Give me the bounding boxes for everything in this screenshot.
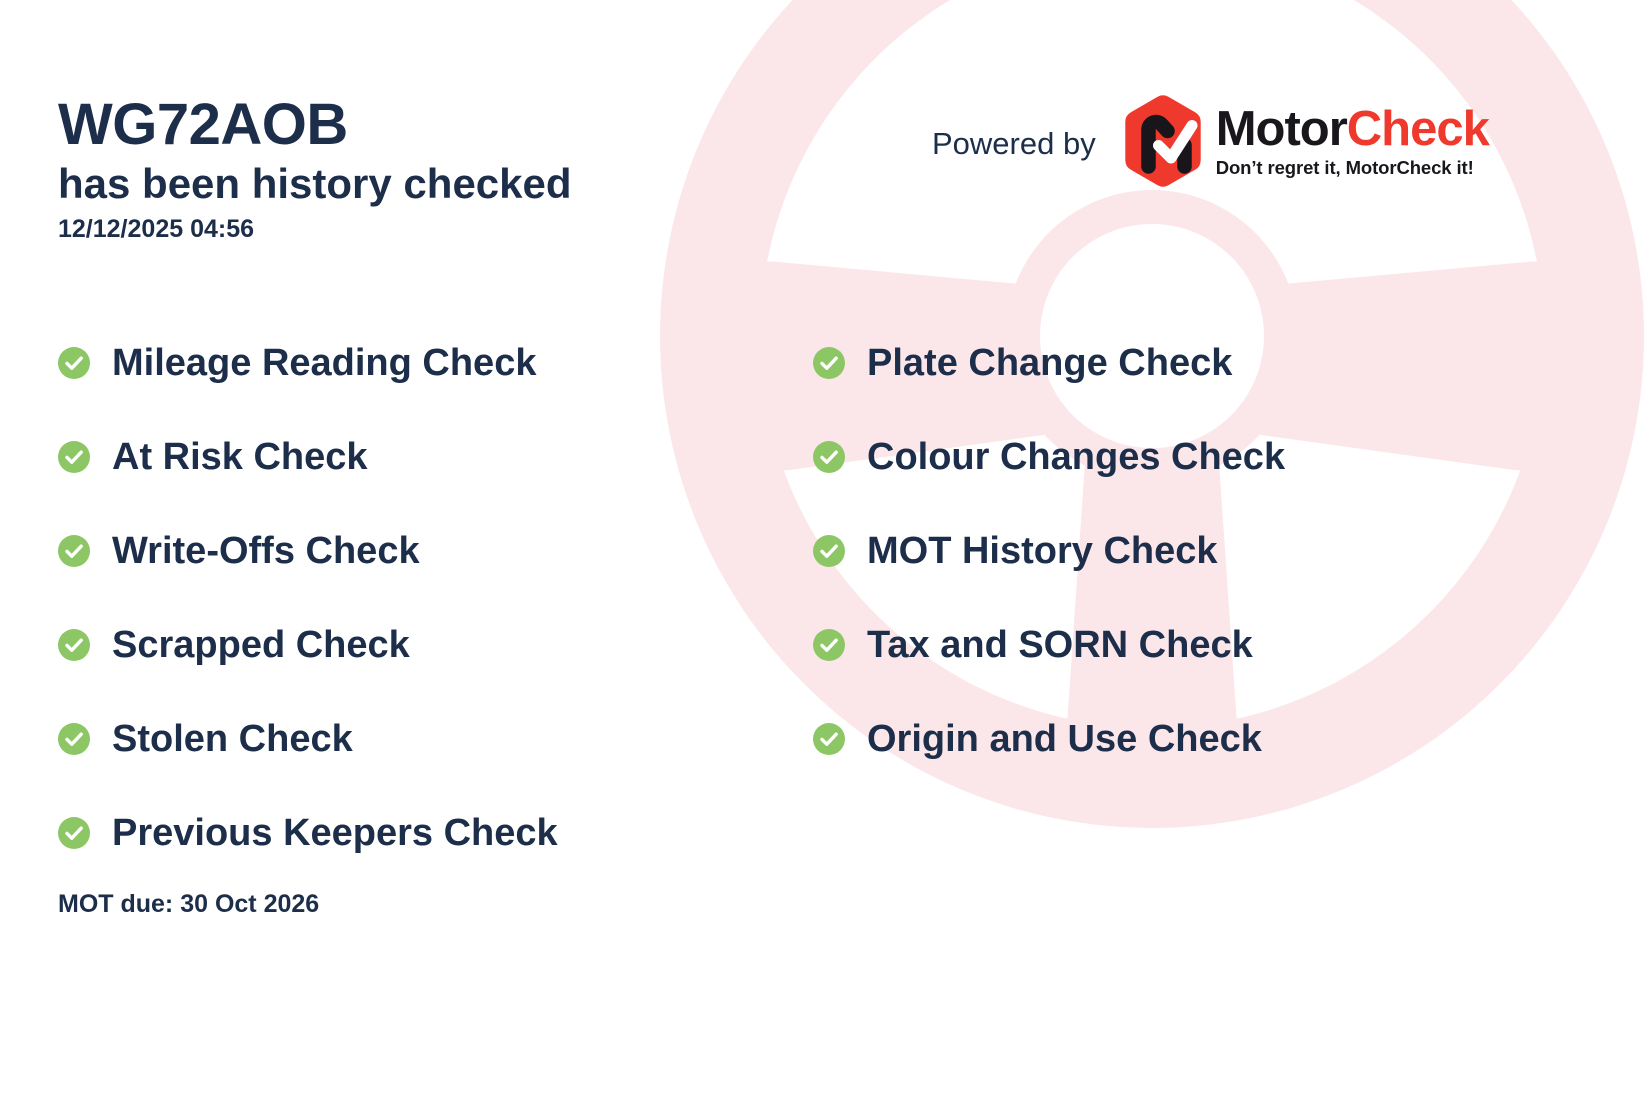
check-circle-icon <box>58 629 90 661</box>
check-item: Scrapped Check <box>58 598 813 692</box>
check-circle-icon <box>58 535 90 567</box>
check-item-label: Tax and SORN Check <box>867 624 1253 666</box>
motorcheck-logo[interactable]: MotorCheck Don’t regret it, MotorCheck i… <box>1122 95 1490 187</box>
check-item-label: Scrapped Check <box>112 624 410 666</box>
check-item: At Risk Check <box>58 410 813 504</box>
checks-column-right: Plate Change Check Colour Changes Check MO… <box>813 316 1573 880</box>
check-circle-icon <box>58 441 90 473</box>
motorcheck-hexagon-icon <box>1125 95 1201 187</box>
check-item: Previous Keepers Check <box>58 786 813 880</box>
brand-tagline: Don’t regret it, MotorCheck it! <box>1215 156 1474 178</box>
check-item-label: Stolen Check <box>112 718 353 760</box>
check-item-label: Plate Change Check <box>867 342 1233 384</box>
check-circle-icon <box>58 347 90 379</box>
check-item-label: Write-Offs Check <box>112 530 420 572</box>
check-item: Colour Changes Check <box>813 410 1573 504</box>
check-circle-icon <box>813 441 845 473</box>
vehicle-registration: WG72AOB <box>58 92 348 157</box>
wordmark-motor: Motor <box>1215 101 1348 156</box>
powered-by-block: Powered by MotorCheck Don’t regret it, M… <box>932 95 1490 187</box>
check-item-label: At Risk Check <box>112 436 368 478</box>
report-timestamp: 12/12/2025 04:56 <box>58 215 255 244</box>
check-item-label: MOT History Check <box>867 530 1218 572</box>
wordmark-check: Check <box>1346 101 1490 156</box>
check-item: Write-Offs Check <box>58 504 813 598</box>
check-circle-icon <box>813 535 845 567</box>
report-header: WG72AOB has been history checked 12/12/2… <box>58 96 572 244</box>
check-item-label: Origin and Use Check <box>867 718 1262 760</box>
checks-grid: Mileage Reading Check At Risk Check Write-… <box>58 316 1588 880</box>
mot-due-label: MOT due: 30 Oct 2026 <box>58 890 320 918</box>
check-item: MOT History Check <box>813 504 1573 598</box>
check-circle-icon <box>58 723 90 755</box>
check-item: Tax and SORN Check <box>813 598 1573 692</box>
check-circle-icon <box>813 347 845 379</box>
check-item: Stolen Check <box>58 692 813 786</box>
check-item: Plate Change Check <box>813 316 1573 410</box>
check-circle-icon <box>813 723 845 755</box>
checks-column-left: Mileage Reading Check At Risk Check Write-… <box>58 316 813 880</box>
check-item-label: Mileage Reading Check <box>112 342 537 384</box>
motorcheck-wordmark-block: MotorCheck Don’t regret it, MotorCheck i… <box>1215 101 1490 178</box>
check-item-label: Colour Changes Check <box>867 436 1286 478</box>
check-item: Origin and Use Check <box>813 692 1573 786</box>
motorcheck-wordmark: MotorCheck <box>1215 101 1490 156</box>
check-circle-icon <box>58 817 90 849</box>
powered-by-label: Powered by <box>932 126 1096 161</box>
check-item-label: Previous Keepers Check <box>112 812 558 854</box>
page-title: has been history checked <box>58 160 572 207</box>
check-circle-icon <box>813 629 845 661</box>
check-item: Mileage Reading Check <box>58 316 813 410</box>
